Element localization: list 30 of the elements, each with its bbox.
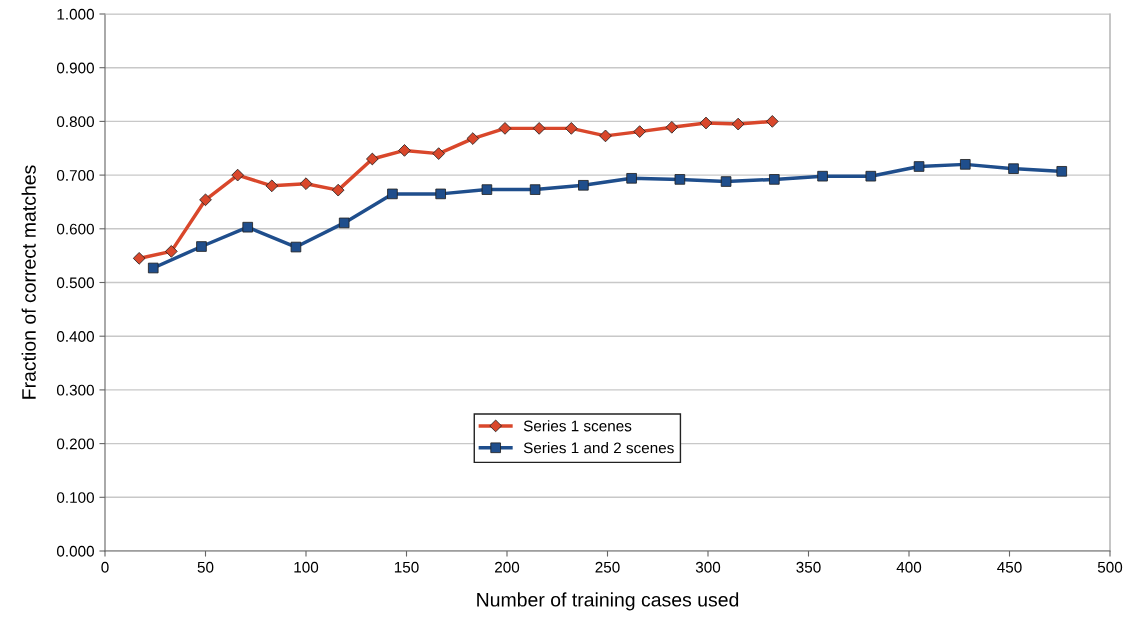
x-tick-label: 450 <box>997 561 1022 573</box>
point <box>960 159 971 170</box>
x-tick-label: 250 <box>595 561 620 573</box>
y-tick-label: 0.800 <box>56 116 94 128</box>
y-tick-label: 0.200 <box>56 438 94 450</box>
y-axis-title: Fraction of correct matches <box>21 165 36 399</box>
x-tick-label: 50 <box>197 561 214 573</box>
x-tick-label: 350 <box>796 561 821 573</box>
point <box>1056 166 1068 177</box>
legend-label: Series 1 and 2 scenes <box>523 442 674 454</box>
y-tick-label: 0.300 <box>56 384 94 396</box>
x-tick-label: 500 <box>1097 561 1123 573</box>
x-tick-label: 300 <box>695 561 721 573</box>
x-tick-label: 150 <box>394 561 419 573</box>
point <box>147 262 159 274</box>
y-tick-label: 0.700 <box>56 169 94 181</box>
x-axis-title: Number of training cases used <box>477 592 739 611</box>
x-tick-label: 400 <box>896 561 922 573</box>
x-tick-label: 100 <box>294 561 319 573</box>
legend-label: Series 1 scenes <box>523 420 632 432</box>
y-tick-label: 0.900 <box>56 62 94 74</box>
x-tick-label: 0 <box>101 561 109 573</box>
y-tick-label: 0.400 <box>56 331 94 342</box>
y-tick-label: 0.500 <box>56 277 94 289</box>
y-tick-label: 0.600 <box>56 223 94 235</box>
y-tick-label: 1.000 <box>57 8 94 20</box>
x-tick-label: 200 <box>495 561 520 573</box>
point <box>435 188 446 200</box>
y-tick-label: 0.000 <box>56 545 94 557</box>
y-tick-label: 0.100 <box>56 492 94 503</box>
